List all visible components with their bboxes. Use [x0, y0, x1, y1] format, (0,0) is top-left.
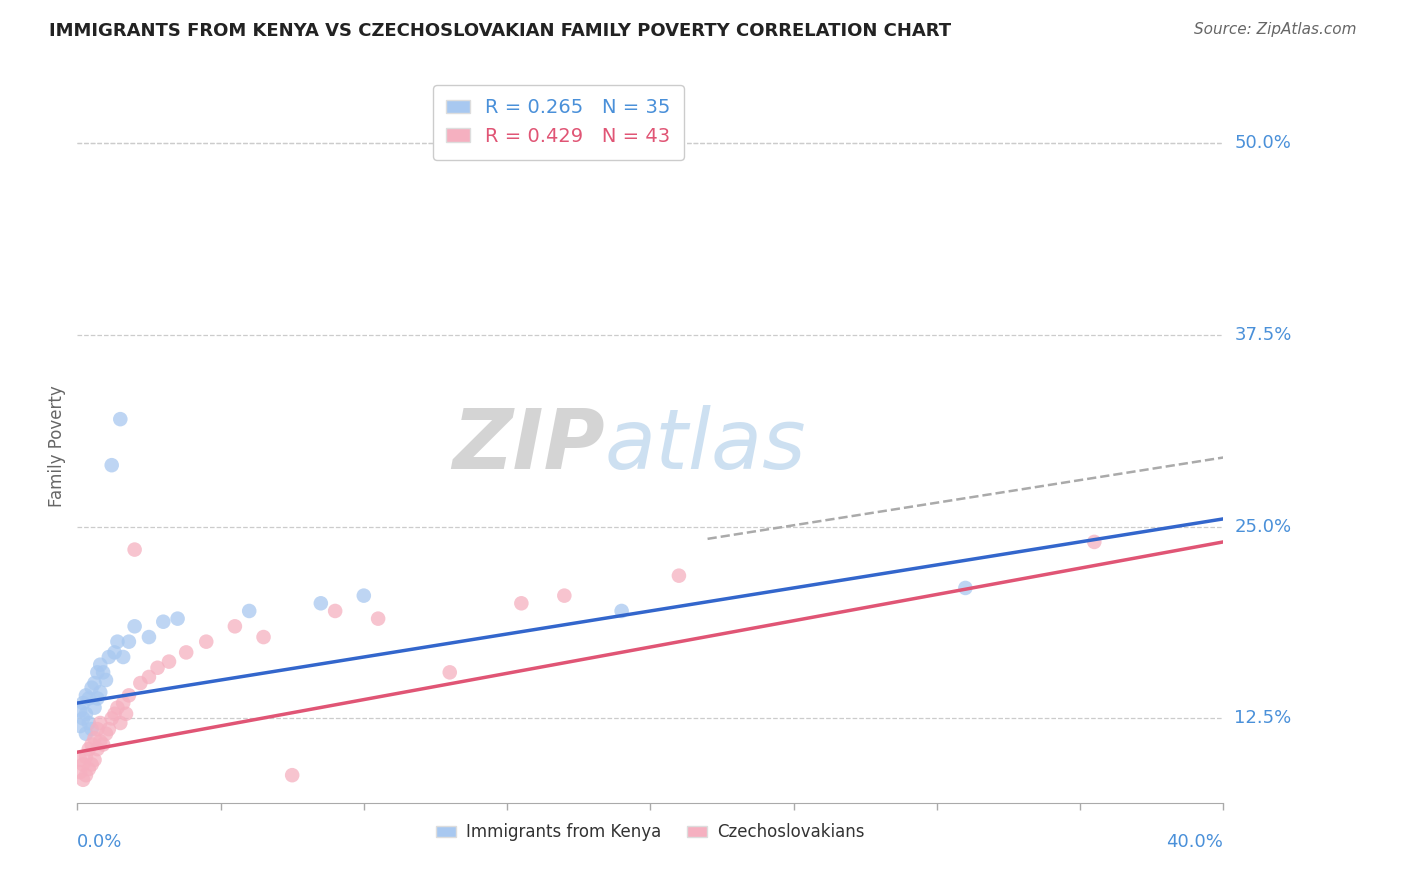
- Point: [91, 665, 114, 680]
- Point: [115, 706, 138, 721]
- Point: [224, 619, 246, 633]
- Text: Source: ZipAtlas.com: Source: ZipAtlas.com: [1194, 22, 1357, 37]
- Point: [69, 719, 91, 733]
- Point: [89, 716, 111, 731]
- Point: [129, 676, 152, 690]
- Point: [103, 706, 125, 721]
- Point: [80, 757, 103, 772]
- Point: [281, 768, 304, 782]
- Point: [83, 753, 105, 767]
- Point: [146, 661, 169, 675]
- Y-axis label: Family Poverty: Family Poverty: [48, 385, 66, 507]
- Point: [77, 762, 100, 776]
- Point: [86, 665, 108, 680]
- Point: [118, 634, 141, 648]
- Point: [124, 619, 146, 633]
- Point: [75, 768, 97, 782]
- Point: [72, 711, 94, 725]
- Point: [80, 681, 103, 695]
- Point: [110, 716, 132, 731]
- Point: [80, 738, 103, 752]
- Text: ZIP: ZIP: [451, 406, 605, 486]
- Point: [100, 458, 122, 473]
- Point: [367, 612, 389, 626]
- Point: [89, 685, 111, 699]
- Point: [955, 581, 977, 595]
- Point: [69, 753, 91, 767]
- Point: [89, 734, 111, 748]
- Point: [77, 691, 100, 706]
- Point: [86, 722, 108, 736]
- Point: [118, 689, 141, 703]
- Point: [309, 596, 332, 610]
- Point: [72, 757, 94, 772]
- Point: [86, 742, 108, 756]
- Point: [75, 689, 97, 703]
- Point: [72, 772, 94, 787]
- Text: atlas: atlas: [605, 406, 806, 486]
- Point: [94, 673, 117, 687]
- Point: [69, 704, 91, 718]
- Point: [195, 634, 218, 648]
- Point: [75, 706, 97, 721]
- Legend: Immigrants from Kenya, Czechoslovakians: Immigrants from Kenya, Czechoslovakians: [430, 817, 870, 848]
- Point: [124, 542, 146, 557]
- Point: [138, 670, 160, 684]
- Point: [72, 696, 94, 710]
- Point: [252, 630, 274, 644]
- Point: [157, 655, 180, 669]
- Text: IMMIGRANTS FROM KENYA VS CZECHOSLOVAKIAN FAMILY POVERTY CORRELATION CHART: IMMIGRANTS FROM KENYA VS CZECHOSLOVAKIAN…: [49, 22, 952, 40]
- Point: [83, 731, 105, 746]
- Point: [103, 645, 125, 659]
- Point: [610, 604, 633, 618]
- Point: [112, 696, 135, 710]
- Point: [94, 727, 117, 741]
- Point: [323, 604, 346, 618]
- Point: [75, 749, 97, 764]
- Point: [553, 589, 575, 603]
- Point: [110, 412, 132, 426]
- Point: [77, 716, 100, 731]
- Point: [510, 596, 533, 610]
- Point: [138, 630, 160, 644]
- Point: [77, 742, 100, 756]
- Text: 25.0%: 25.0%: [1234, 517, 1292, 535]
- Point: [166, 612, 188, 626]
- Point: [107, 634, 129, 648]
- Point: [97, 722, 120, 736]
- Point: [83, 676, 105, 690]
- Point: [86, 691, 108, 706]
- Point: [75, 727, 97, 741]
- Point: [238, 604, 260, 618]
- Point: [91, 738, 114, 752]
- Point: [668, 568, 690, 582]
- Point: [83, 700, 105, 714]
- Point: [89, 657, 111, 672]
- Point: [1083, 535, 1105, 549]
- Point: [353, 589, 375, 603]
- Text: 37.5%: 37.5%: [1234, 326, 1292, 343]
- Point: [100, 711, 122, 725]
- Point: [69, 765, 91, 780]
- Point: [174, 645, 197, 659]
- Point: [80, 722, 103, 736]
- Point: [112, 650, 135, 665]
- Text: 50.0%: 50.0%: [1234, 134, 1291, 152]
- Text: 0.0%: 0.0%: [77, 833, 122, 851]
- Point: [107, 700, 129, 714]
- Point: [97, 650, 120, 665]
- Point: [152, 615, 174, 629]
- Text: 40.0%: 40.0%: [1167, 833, 1223, 851]
- Text: 12.5%: 12.5%: [1234, 709, 1292, 727]
- Point: [439, 665, 461, 680]
